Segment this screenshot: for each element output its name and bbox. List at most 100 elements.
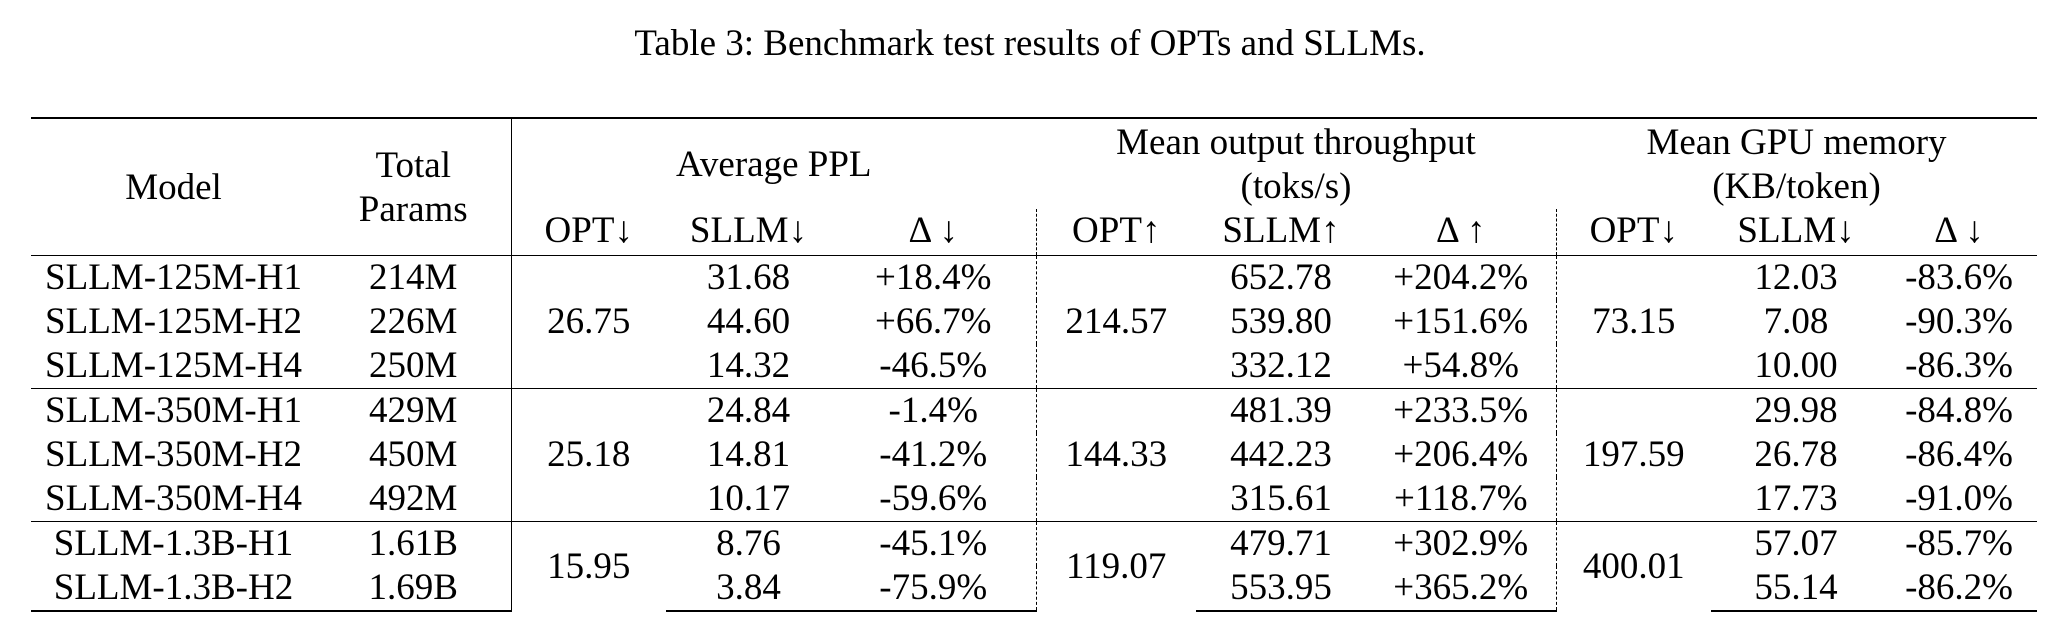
header-ppl-delta: Δ ↓ [908, 210, 958, 251]
cell-delta-throughput: +233.5% [1366, 388, 1557, 433]
table-row: SLLM-1.3B-H2 1.69B 3.84 -75.9% 553.95 +3… [31, 566, 2038, 612]
table-row: SLLM-125M-H1 214M 26.75 31.68 +18.4% 214… [31, 255, 2038, 389]
cell-delta-memory: -91.0% [1905, 478, 2013, 519]
cell-delta-ppl: -41.2% [879, 434, 988, 475]
cell-delta-throughput: +151.6% [1393, 301, 1529, 342]
cell-model: SLLM-350M-H1 [31, 388, 316, 433]
cell-delta-ppl: +66.7% [875, 301, 992, 342]
cell-opt-ppl: 15.95 [510, 521, 666, 611]
cell-delta-throughput: +365.2% [1366, 566, 1557, 612]
cell-delta-throughput: +118.7% [1393, 478, 1528, 519]
cell-params: 429M [316, 388, 511, 433]
cell-opt-throughput: 144.33 [1035, 388, 1196, 522]
cell-sllm-ppl: 10.17 [706, 478, 791, 519]
cell-model: SLLM-125M-H1 [31, 255, 316, 300]
cell-params: 1.61B [316, 521, 511, 566]
cell-opt-memory: 400.01 [1555, 521, 1712, 611]
header-throughput-line2: (toks/s) [1240, 166, 1352, 207]
header-total-params-line1: Total [375, 145, 452, 186]
cell-sllm-throughput: 481.39 [1196, 388, 1366, 433]
cell-sllm-throughput: 539.80 [1230, 301, 1332, 342]
header-throughput-line1: Mean output throughput [1116, 122, 1476, 163]
table-caption: Table 3: Benchmark test results of OPTs … [634, 23, 1426, 64]
cell-sllm-ppl: 14.81 [706, 434, 791, 475]
table-row: SLLM-1.3B-H1 1.61B 15.95 8.76 -45.1% 119… [31, 521, 2038, 611]
cell-delta-ppl: -59.6% [879, 478, 988, 519]
cell-opt-memory: 197.59 [1555, 388, 1712, 522]
cell-sllm-memory: 55.14 [1711, 566, 1882, 612]
cell-sllm-memory: 10.00 [1754, 345, 1838, 386]
header-total-params-line2: Params [358, 189, 468, 230]
cell-opt-memory: 73.15 [1555, 255, 1712, 389]
cell-delta-memory: -86.4% [1905, 434, 2013, 475]
table-row: SLLM-125M-H2 226M 44.60 +66.7% 539.80 +1… [31, 300, 2037, 344]
header-gpu-memory: Mean GPU memory (KB/token) [1556, 117, 2038, 209]
header-model: Model [31, 117, 316, 256]
cell-delta-throughput: +204.2% [1366, 255, 1557, 300]
cell-model: SLLM-350M-H2 [45, 434, 302, 475]
cell-sllm-ppl: 14.32 [706, 345, 791, 386]
benchmark-table: Model Total Params Average PPL Mean outp… [31, 117, 2038, 612]
cell-opt-throughput: 214.57 [1035, 255, 1196, 389]
header-mem-opt: OPT↓ [1555, 209, 1712, 256]
cell-delta-ppl: -46.5% [879, 345, 988, 386]
cell-params: 250M [369, 345, 458, 386]
cell-model: SLLM-1.3B-H1 [31, 521, 316, 566]
cell-sllm-memory: 29.98 [1711, 388, 1882, 433]
table-row: SLLM-350M-H2 450M 14.81 -41.2% 442.23 +2… [31, 433, 2037, 477]
table-row: SLLM-125M-H4 250M 14.32 -46.5% 332.12 +5… [31, 344, 2037, 389]
header-gpu-memory-line1: Mean GPU memory [1646, 122, 1947, 163]
cell-sllm-memory: 57.07 [1711, 521, 1882, 566]
cell-sllm-ppl: 24.84 [666, 388, 831, 433]
header-tp-opt: OPT↑ [1035, 209, 1196, 256]
cell-sllm-ppl: 44.60 [706, 301, 791, 342]
cell-sllm-ppl: 3.84 [666, 566, 831, 612]
header-total-params: Total Params [316, 117, 511, 256]
cell-sllm-memory: 17.73 [1754, 478, 1838, 519]
cell-sllm-throughput: 479.71 [1196, 521, 1366, 566]
cell-sllm-throughput: 652.78 [1196, 255, 1366, 300]
cell-sllm-memory: 12.03 [1711, 255, 1882, 300]
cell-params: 226M [369, 301, 458, 342]
cell-model: SLLM-125M-H4 [45, 345, 302, 386]
cell-model: SLLM-125M-H2 [45, 301, 302, 342]
header-tp-sllm: SLLM↑ [1222, 210, 1340, 251]
cell-delta-ppl: -1.4% [831, 388, 1036, 433]
cell-delta-throughput: +302.9% [1366, 521, 1557, 566]
cell-sllm-throughput: 332.12 [1230, 345, 1332, 386]
cell-delta-memory: -90.3% [1905, 301, 2013, 342]
cell-model: SLLM-1.3B-H2 [31, 566, 316, 612]
header-ppl-opt: OPT↓ [510, 209, 666, 256]
cell-opt-ppl: 25.18 [510, 388, 666, 522]
cell-sllm-ppl: 8.76 [666, 521, 831, 566]
cell-sllm-memory: 26.78 [1754, 434, 1838, 475]
cell-sllm-throughput: 315.61 [1230, 478, 1332, 519]
header-mem-delta: Δ ↓ [1934, 210, 1984, 251]
table-row: SLLM-350M-H1 429M 25.18 24.84 -1.4% 144.… [31, 388, 2038, 522]
table-row: SLLM-350M-H4 492M 10.17 -59.6% 315.61 +1… [31, 477, 2037, 522]
cell-params: 214M [316, 255, 511, 300]
cell-delta-memory: -85.7% [1881, 521, 2038, 566]
cell-sllm-ppl: 31.68 [666, 255, 831, 300]
header-ppl-sllm: SLLM↓ [689, 210, 808, 251]
cell-params: 1.69B [316, 566, 511, 612]
cell-opt-throughput: 119.07 [1035, 521, 1196, 611]
header-mem-sllm: SLLM↓ [1737, 210, 1855, 251]
cell-sllm-memory: 7.08 [1763, 301, 1829, 342]
cell-delta-throughput: +206.4% [1393, 434, 1529, 475]
cell-opt-ppl: 26.75 [510, 255, 666, 389]
cell-params: 450M [369, 434, 458, 475]
cell-delta-memory: -84.8% [1881, 388, 2038, 433]
header-tp-delta: Δ ↑ [1436, 210, 1486, 251]
cell-delta-memory: -86.2% [1881, 566, 2038, 612]
header-throughput: Mean output throughput (toks/s) [1036, 117, 1557, 209]
cell-params: 492M [369, 478, 458, 519]
header-average-ppl: Average PPL [510, 117, 1036, 209]
cell-sllm-throughput: 553.95 [1196, 566, 1366, 612]
cell-sllm-throughput: 442.23 [1230, 434, 1332, 475]
cell-delta-ppl: -75.9% [831, 566, 1036, 612]
cell-delta-memory: -86.3% [1905, 345, 2013, 386]
cell-delta-throughput: +54.8% [1402, 345, 1519, 386]
cell-delta-ppl: -45.1% [831, 521, 1036, 566]
header-gpu-memory-line2: (KB/token) [1712, 166, 1881, 207]
